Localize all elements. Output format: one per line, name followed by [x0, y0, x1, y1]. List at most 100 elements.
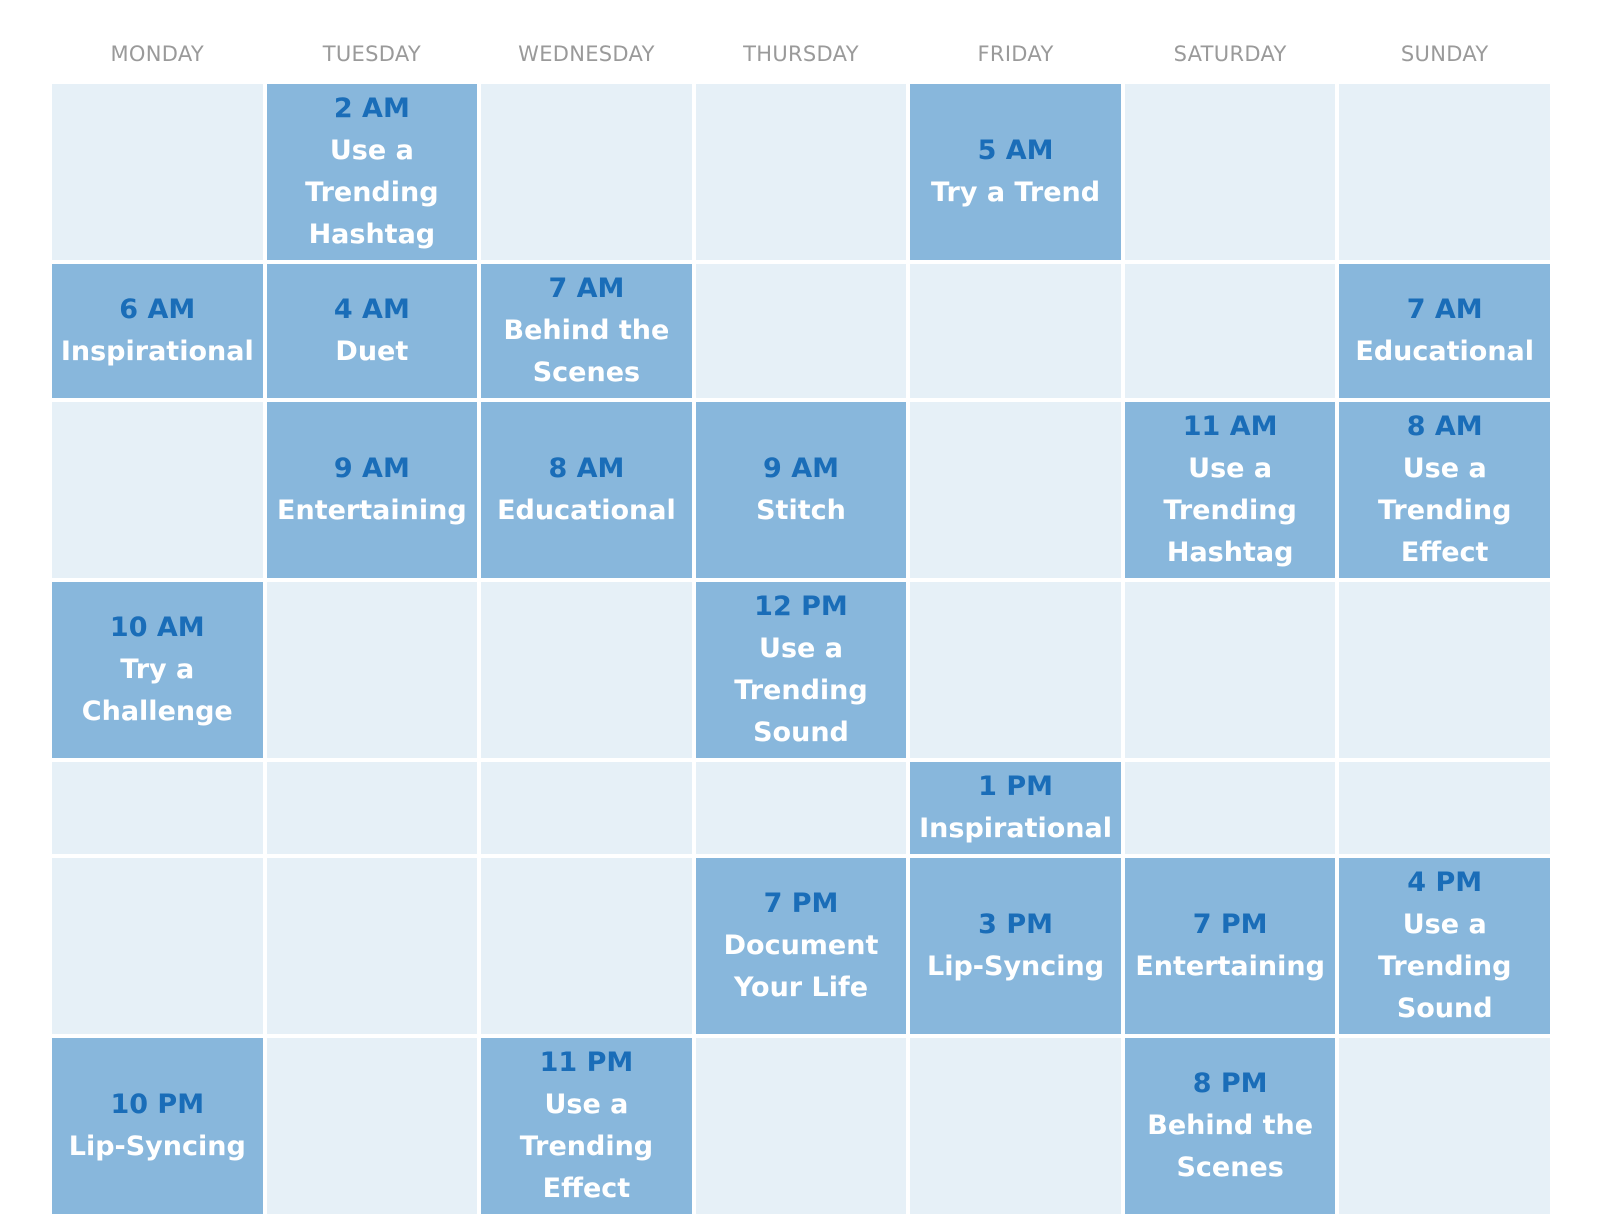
- schedule-slot-sunday: 7 AM Educational: [1339, 264, 1550, 398]
- empty-slot: [481, 858, 692, 1034]
- slot-time: 11 AM: [1182, 411, 1278, 442]
- schedule-slot-wednesday: 7 AM Behind the Scenes: [481, 264, 692, 398]
- schedule-slot-tuesday: 4 AM Duet: [266, 264, 478, 398]
- schedule-slot-tuesday: 9 AM Entertaining: [266, 402, 478, 578]
- slot-time: 7 AM: [1406, 294, 1483, 325]
- schedule-slot-saturday: 7 PM Entertaining: [1124, 858, 1336, 1034]
- day-header-sunday: SUNDAY: [1400, 42, 1489, 66]
- schedule-slot-saturday: 8 PM Behind the Scenes: [1124, 1038, 1336, 1214]
- empty-slot: [266, 858, 478, 1034]
- schedule-slot-friday: 3 PM Lip-Syncing: [910, 858, 1121, 1034]
- schedule-slot-sunday: 8 AM Use a Trending Effect: [1339, 402, 1550, 578]
- slot-label: Document Your Life: [723, 930, 879, 1003]
- slot-time: 8 PM: [1192, 1068, 1268, 1099]
- schedule-slot-tuesday: 2 AM Use a Trending Hashtag: [266, 84, 478, 260]
- slot-label: Use a Trending Sound: [1377, 909, 1512, 1024]
- slot-label: Entertaining: [1135, 951, 1325, 982]
- empty-slot: [1339, 582, 1550, 758]
- schedule-slot-thursday: 9 AM Stitch: [695, 402, 907, 578]
- slot-label: Duet: [335, 336, 409, 367]
- slot-time: 2 AM: [333, 93, 410, 124]
- empty-slot: [910, 402, 1121, 578]
- empty-slot: [695, 1038, 907, 1214]
- slot-label: Try a Challenge: [81, 654, 233, 727]
- empty-slot: [266, 582, 478, 758]
- empty-slot: [266, 762, 478, 854]
- schedule-slot-wednesday: 11 PM Use a Trending Effect: [481, 1038, 692, 1214]
- day-header-monday: MONDAY: [110, 42, 205, 66]
- slot-label: Entertaining: [277, 495, 467, 526]
- slot-label: Use a Trending Hashtag: [1163, 453, 1297, 568]
- empty-slot: [52, 858, 263, 1034]
- slot-label: Lip-Syncing: [68, 1131, 246, 1162]
- empty-slot: [910, 264, 1121, 398]
- day-header-tuesday: TUESDAY: [322, 42, 421, 66]
- slot-label: Lip-Syncing: [927, 951, 1105, 982]
- day-header-wednesday: WEDNESDAY: [518, 42, 655, 66]
- slot-time: 6 AM: [119, 294, 196, 325]
- slot-time: 12 PM: [754, 591, 848, 622]
- slot-label: Use a Trending Sound: [734, 633, 868, 748]
- slot-time: 9 AM: [333, 453, 410, 484]
- slot-time: 9 AM: [763, 453, 839, 484]
- day-header-thursday: THURSDAY: [743, 42, 859, 66]
- day-header-friday: FRIDAY: [977, 42, 1054, 66]
- empty-slot: [1339, 84, 1550, 260]
- empty-slot: [481, 762, 692, 854]
- slot-label: Try a Trend: [931, 177, 1101, 208]
- slot-time: 8 AM: [548, 453, 625, 484]
- slot-time: 7 PM: [1192, 909, 1268, 940]
- schedule-slot-friday: 1 PM Inspirational: [910, 762, 1121, 854]
- slot-time: 4 PM: [1407, 867, 1483, 898]
- empty-slot: [52, 402, 263, 578]
- slot-time: 10 AM: [109, 612, 205, 643]
- slot-time: 10 PM: [110, 1089, 205, 1120]
- slot-label: Use a Trending Effect: [519, 1089, 654, 1204]
- slot-label: Educational: [497, 495, 676, 526]
- slot-time: 7 PM: [763, 888, 839, 919]
- empty-slot: [910, 1038, 1121, 1214]
- slot-label: Behind the Scenes: [503, 315, 670, 388]
- slot-label: Inspirational: [919, 813, 1112, 844]
- slot-label: Use a Trending Hashtag: [305, 135, 439, 250]
- slot-label: Educational: [1355, 336, 1535, 367]
- slot-time: 5 AM: [977, 135, 1054, 166]
- slot-time: 8 AM: [1406, 411, 1483, 442]
- slot-time: 7 AM: [548, 273, 625, 304]
- empty-slot: [52, 84, 263, 260]
- empty-slot: [481, 582, 692, 758]
- slot-time: 3 PM: [978, 909, 1053, 940]
- slot-label: Stitch: [756, 495, 846, 526]
- slot-label: Inspirational: [60, 336, 254, 367]
- slot-label: Behind the Scenes: [1147, 1110, 1314, 1183]
- empty-slot: [695, 264, 907, 398]
- empty-slot: [695, 84, 907, 260]
- empty-slot: [1124, 582, 1336, 758]
- schedule-slot-monday: 10 AM Try a Challenge: [52, 582, 263, 758]
- day-header-saturday: SATURDAY: [1173, 42, 1287, 66]
- schedule-slot-thursday: 12 PM Use a Trending Sound: [695, 582, 907, 758]
- schedule-slot-monday: 10 PM Lip-Syncing: [52, 1038, 263, 1214]
- schedule-slot-monday: 6 AM Inspirational: [52, 264, 263, 398]
- slot-time: 11 PM: [539, 1047, 634, 1078]
- empty-slot: [1339, 1038, 1550, 1214]
- weekday-header: MONDAY TUESDAY WEDNESDAY THURSDAY FRIDAY…: [52, 30, 1550, 78]
- empty-slot: [266, 1038, 478, 1214]
- empty-slot: [481, 84, 692, 260]
- schedule-grid: 2 AM Use a Trending Hashtag 5 AM Try a Tren…: [52, 84, 1550, 1214]
- empty-slot: [52, 762, 263, 854]
- empty-slot: [910, 582, 1121, 758]
- empty-slot: [1124, 264, 1336, 398]
- schedule-slot-thursday: 7 PM Document Your Life: [695, 858, 907, 1034]
- schedule-slot-friday: 5 AM Try a Trend: [910, 84, 1121, 260]
- slot-time: 1 PM: [978, 771, 1053, 802]
- slot-label: Use a Trending Effect: [1377, 453, 1512, 568]
- schedule-slot-sunday: 4 PM Use a Trending Sound: [1339, 858, 1550, 1034]
- empty-slot: [1339, 762, 1550, 854]
- schedule-slot-saturday: 11 AM Use a Trending Hashtag: [1124, 402, 1336, 578]
- empty-slot: [1124, 84, 1336, 260]
- schedule-slot-wednesday: 8 AM Educational: [481, 402, 692, 578]
- slot-time: 4 AM: [333, 294, 410, 325]
- empty-slot: [1124, 762, 1336, 854]
- empty-slot: [695, 762, 907, 854]
